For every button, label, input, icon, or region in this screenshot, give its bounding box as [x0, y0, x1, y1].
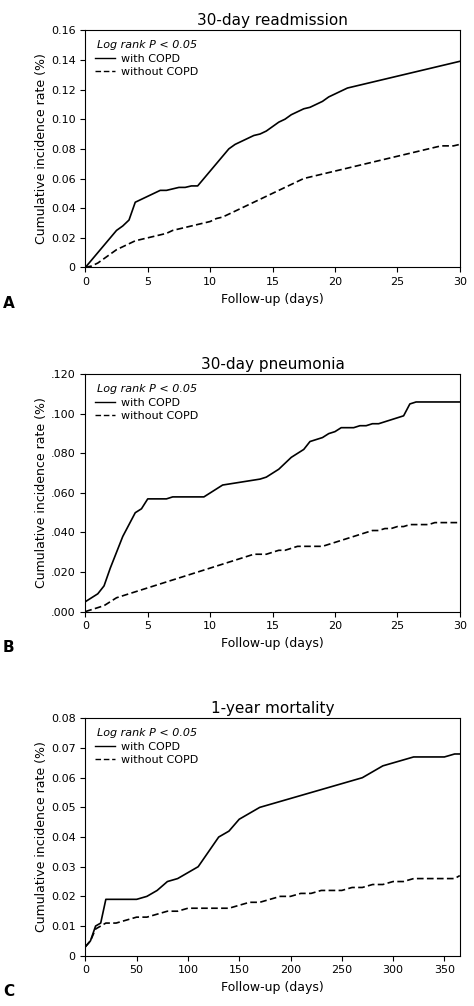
Y-axis label: Cumulative incidence rate (%): Cumulative incidence rate (%): [35, 53, 48, 244]
Legend: with COPD, without COPD: with COPD, without COPD: [91, 380, 202, 426]
X-axis label: Follow-up (days): Follow-up (days): [221, 637, 324, 650]
Title: 30-day readmission: 30-day readmission: [197, 13, 348, 27]
X-axis label: Follow-up (days): Follow-up (days): [221, 981, 324, 994]
Y-axis label: Cumulative incidence rate (%): Cumulative incidence rate (%): [35, 741, 48, 933]
Text: B: B: [3, 640, 15, 655]
Title: 1-year mortality: 1-year mortality: [211, 701, 334, 716]
Y-axis label: Cumulative incidence rate (%): Cumulative incidence rate (%): [35, 397, 48, 589]
Legend: with COPD, without COPD: with COPD, without COPD: [91, 36, 202, 81]
Title: 30-day pneumonia: 30-day pneumonia: [201, 357, 345, 372]
Legend: with COPD, without COPD: with COPD, without COPD: [91, 724, 202, 770]
X-axis label: Follow-up (days): Follow-up (days): [221, 293, 324, 306]
Text: A: A: [3, 296, 15, 311]
Text: C: C: [3, 984, 14, 999]
